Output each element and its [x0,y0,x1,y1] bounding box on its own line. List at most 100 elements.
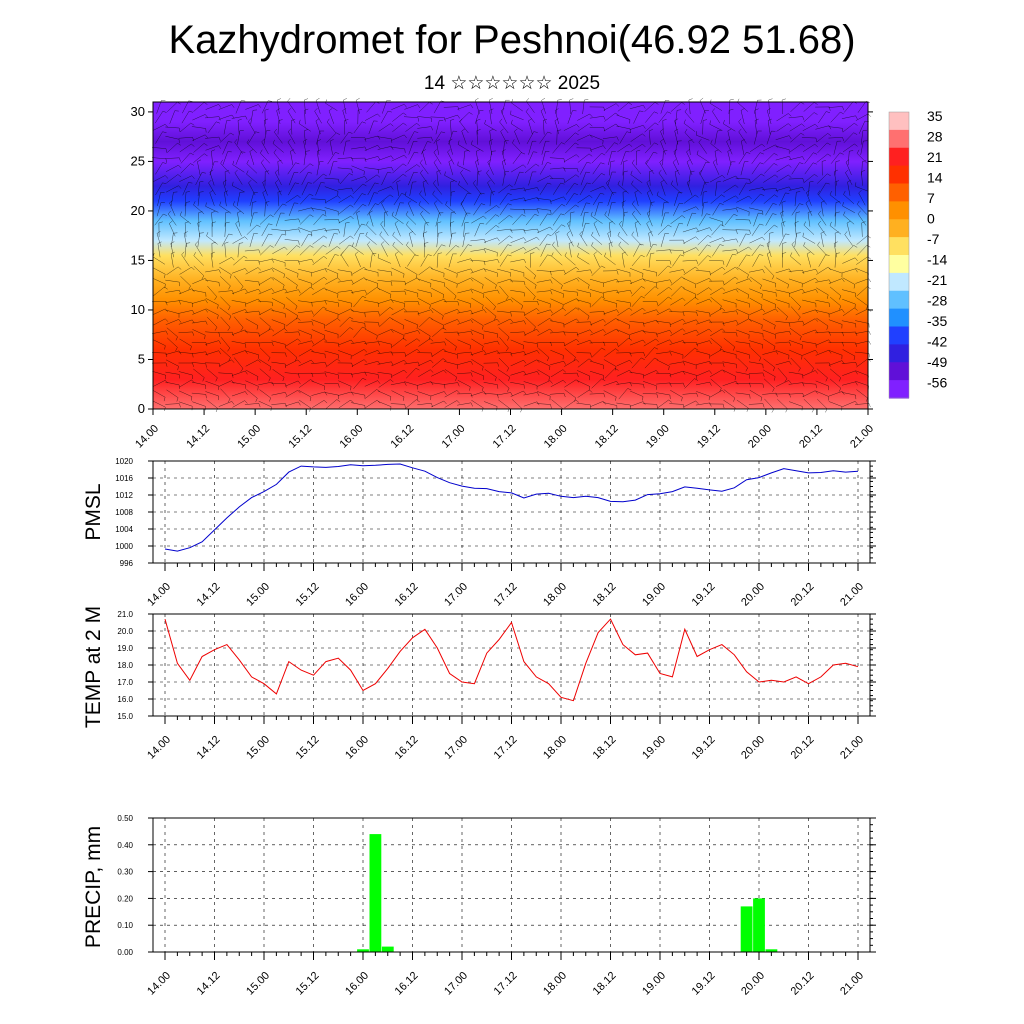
colorbar-label: -7 [927,231,940,247]
x-tick-label: 18.12 [591,970,619,998]
precip-bar [369,834,382,952]
y-tick-label: 0.10 [117,921,133,930]
y-tick-label: 1008 [115,508,133,517]
x-tick-label: 20.00 [746,423,774,451]
cross-section-panel: 0 5 10 15 20 25 30 14.00 14.12 15.00 15.12 16.00 16… [131,97,947,451]
y-tick-label: 20 [131,203,145,218]
x-tick-label: 14.00 [133,423,161,451]
precip-y-axis: 0.50 0.40 0.30 0.20 0.10 0.00 [117,814,876,957]
y-tick-label: 21.0 [117,610,133,619]
page-title: Kazhydromet for Peshnoi(46.92 51.68) [168,18,856,62]
x-tick-label: 19.12 [690,581,718,609]
precip-bar [357,949,369,952]
x-tick-label: 18.00 [541,581,569,609]
x-tick-label: 15.12 [294,970,322,998]
y-tick-label: 1004 [115,525,133,534]
x-tick-label: 20.12 [789,734,817,762]
colorbar-label: 14 [927,170,943,186]
colorbar-label: -21 [927,272,947,288]
y-tick-label: 0.40 [117,841,133,850]
x-tick-label: 15.12 [286,423,314,451]
temp-x-axis: 14.00 14.12 15.00 15.12 16.00 16.12 17.00 17.12… [145,716,866,762]
x-tick-label: 16.00 [343,734,371,762]
precip-grid [153,817,870,953]
x-tick-label: 19.12 [690,734,718,762]
x-tick-label: 15.00 [244,581,272,609]
temp-axis-label: TEMP at 2 M [82,606,105,728]
x-tick-label: 21.00 [838,581,866,609]
x-tick-label: 20.12 [789,970,817,998]
x-tick-label: 17.00 [440,423,468,451]
x-tick-label: 17.00 [442,734,470,762]
colorbar-label: 7 [927,190,935,206]
x-tick-label: 18.00 [542,423,570,451]
precip-bar [765,949,778,952]
y-tick-label: 1012 [115,491,133,500]
precip-panel: 0.50 0.40 0.30 0.20 0.10 0.00 14.00 14.12 15.00… [82,814,876,998]
y-tick-label: 1016 [115,474,133,483]
x-tick-label: 14.12 [195,734,223,762]
colorbar-swatch [889,112,909,131]
precip-x-axis: 14.00 14.12 15.00 15.12 16.00 16.12 17.00 17.12… [145,952,866,998]
x-tick-label: 16.00 [343,581,371,609]
colorbar-label: 35 [927,108,943,124]
colorbar-label: -14 [927,252,947,268]
x-tick-label: 14.12 [184,423,212,451]
y-tick-label: 18.0 [117,661,133,670]
x-tick-label: 16.12 [393,734,421,762]
colorbar-frame [888,111,910,399]
y-tick-label: 30 [131,104,145,119]
x-tick-label: 18.12 [593,423,621,451]
x-tick-label: 19.00 [640,734,668,762]
colorbar-label: -49 [927,354,947,370]
x-tick-label: 20.00 [739,581,767,609]
colorbar-label: -35 [927,313,947,329]
colorbar-swatch [889,129,909,149]
pmsl-series-line [164,463,859,552]
x-tick-label: 14.12 [195,581,223,609]
x-tick-label: 21.00 [838,970,866,998]
x-tick-label: 16.00 [343,970,371,998]
pmsl-panel: 1020 1016 1012 1008 1004 1000 996 14.00 14.12 15… [82,457,876,609]
colorbar-swatch [889,183,909,202]
colorbar-swatch [889,272,909,292]
cross-section-x-axis: 14.00 14.12 15.00 15.12 16.00 16.12 17.00 17.12… [133,409,876,451]
x-tick-label: 14.00 [145,581,173,609]
pmsl-x-axis: 14.00 14.12 15.00 15.12 16.00 16.12 17.00 17.12… [145,563,866,609]
colorbar-label: 21 [927,149,943,165]
precip-bars [357,834,778,952]
x-tick-label: 19.12 [695,423,723,451]
colorbar-swatch [889,237,909,256]
x-tick-label: 19.12 [690,970,718,998]
x-tick-label: 15.00 [244,734,272,762]
temp-series-line [164,618,859,702]
colorbar: 35 28 21 14 7 0 -7 -14 -21 -28 -35 -42 -49 -56 [888,108,947,399]
x-tick-label: 17.00 [442,581,470,609]
temp-y-axis: 21.0 20.0 19.0 18.0 17.0 16.0 15.0 [117,610,876,721]
x-tick-label: 14.00 [145,734,173,762]
temp-panel: 21.020.019.018.017.016.015.0 14.00 14.12 1… [82,606,876,762]
colorbar-swatch [889,201,909,220]
wind-barbs [151,97,872,413]
y-tick-label: 0.00 [117,948,133,957]
colorbar-swatch [889,165,909,185]
x-tick-label: 18.12 [591,734,619,762]
x-tick-label: 15.00 [244,970,272,998]
x-tick-label: 16.00 [337,423,365,451]
wind-barb-glyphs [151,97,872,413]
pmsl-y-axis: 1020 1016 1012 1008 1004 1000 996 [115,457,876,568]
colorbar-swatch [889,326,909,345]
y-tick-label: 5 [138,351,145,366]
x-tick-label: 20.00 [739,970,767,998]
x-tick-label: 19.00 [640,581,668,609]
colorbar-label: -56 [927,375,947,391]
colorbar-swatch [889,308,909,328]
precip-bar [753,898,765,952]
colorbar-swatch [889,219,909,238]
y-tick-label: 0.50 [117,814,133,823]
colorbar-label: -42 [927,334,947,350]
colorbar-swatch [889,147,909,167]
colorbar-swatch [889,255,909,274]
x-tick-label: 18.00 [541,734,569,762]
